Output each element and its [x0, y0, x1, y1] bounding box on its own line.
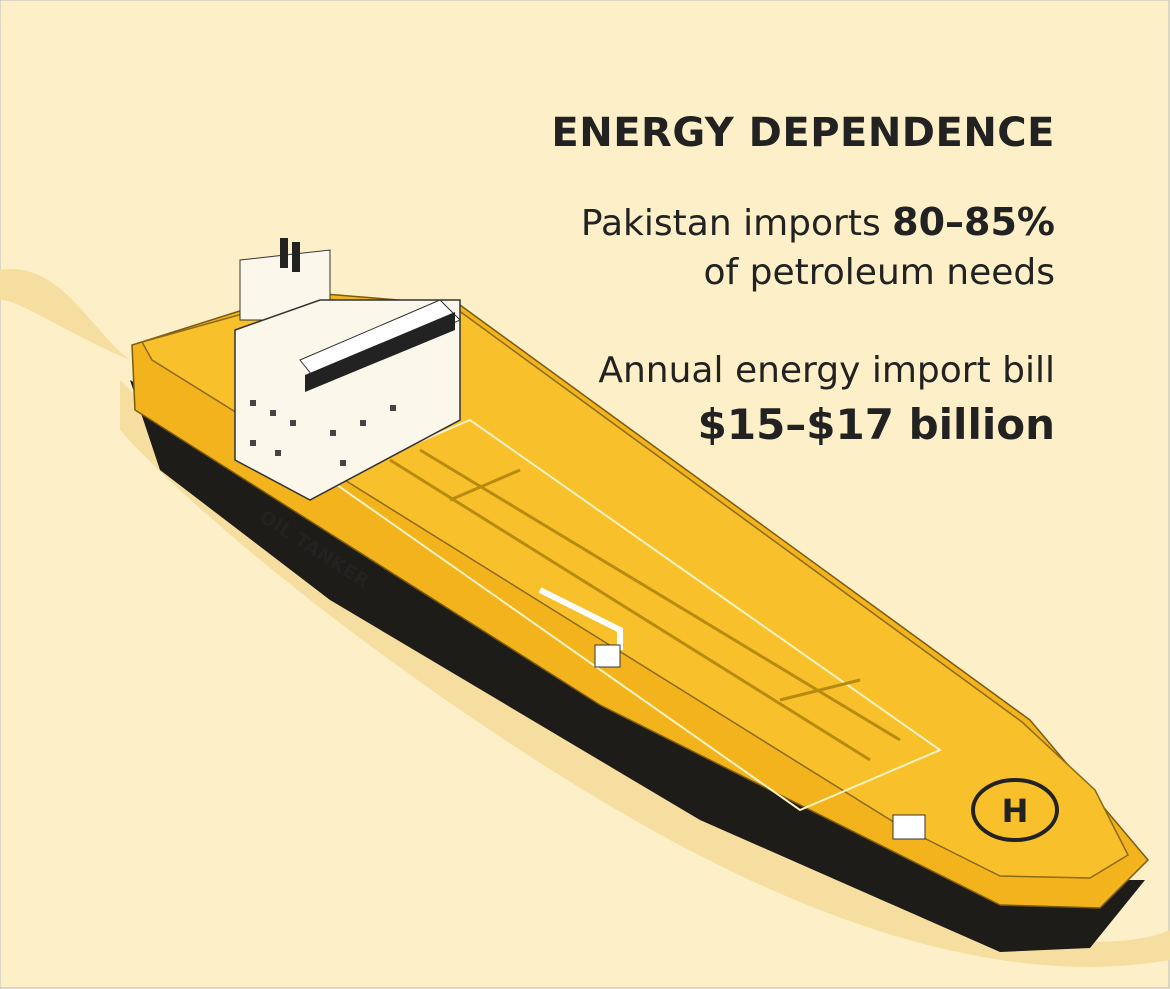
stat-1-line: Pakistan imports 80–85%	[581, 200, 1055, 244]
deck-box	[892, 814, 926, 840]
stat-2-label: Annual energy import bill	[598, 350, 1055, 391]
pipes	[389, 448, 901, 762]
bridge-windows	[305, 312, 455, 392]
title: ENERGY DEPENDENCE	[551, 110, 1055, 156]
stat-1-prefix: Pakistan imports	[580, 203, 881, 244]
helipad	[971, 778, 1059, 842]
stat-1-suffix: of petroleum needs	[703, 252, 1056, 293]
stat-2-value: $15–$17 billion	[697, 400, 1055, 449]
stat-1-value: 80–85%	[892, 200, 1055, 244]
portholes	[250, 400, 396, 466]
crane	[538, 587, 623, 650]
crane-base	[594, 644, 621, 668]
helipad-label: H	[1002, 792, 1029, 830]
chimney	[292, 242, 300, 272]
chimney	[280, 238, 288, 268]
